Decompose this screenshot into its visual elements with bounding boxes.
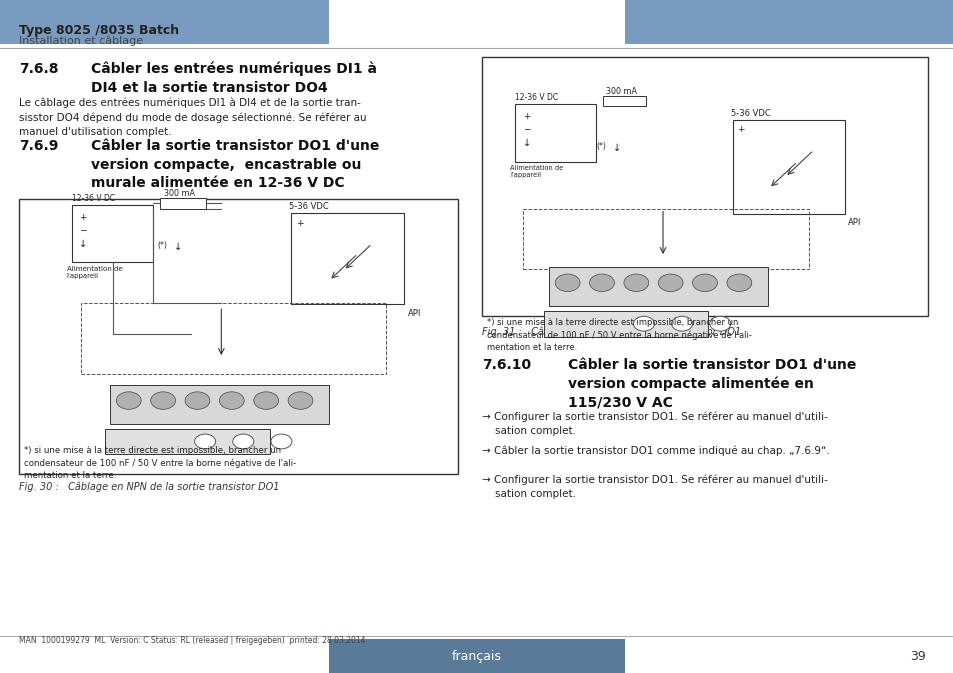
Text: Installation et câblage: Installation et câblage: [19, 35, 143, 46]
Bar: [543, 311, 707, 336]
Bar: [19, 199, 457, 474]
Text: +: +: [522, 112, 530, 121]
Circle shape: [116, 392, 141, 409]
Circle shape: [253, 392, 278, 409]
Circle shape: [692, 274, 717, 291]
Text: Alimentation de
l'appareil: Alimentation de l'appareil: [510, 165, 563, 178]
Text: 7.6.10: 7.6.10: [481, 358, 530, 372]
Text: 7.6.8: 7.6.8: [19, 62, 58, 76]
Text: 39: 39: [908, 650, 924, 664]
Text: 12-36 V DC: 12-36 V DC: [515, 94, 558, 102]
Text: −: −: [79, 225, 87, 234]
Text: Le câblage des entrées numériques DI1 à DI4 et de la sortie tran-
sisstor DO4 dé: Le câblage des entrées numériques DI1 à …: [19, 98, 366, 137]
Bar: [624, 0, 953, 44]
Text: +: +: [79, 213, 87, 222]
Bar: [105, 429, 270, 454]
Text: → Câbler la sortie transistor DO1 comme indiqué au chap. „7.6.9“.: → Câbler la sortie transistor DO1 comme …: [481, 446, 829, 456]
Circle shape: [726, 274, 751, 291]
Text: *) si une mise à la terre directe est impossible, brancher un
condensateur de 10: *) si une mise à la terre directe est im…: [24, 446, 295, 481]
Circle shape: [671, 316, 692, 331]
Bar: [548, 267, 767, 306]
Circle shape: [633, 316, 654, 331]
Text: 300 mA: 300 mA: [605, 87, 636, 96]
Circle shape: [658, 274, 682, 291]
Text: ↓: ↓: [613, 143, 621, 153]
Text: 5-36 VDC: 5-36 VDC: [730, 109, 770, 118]
Circle shape: [271, 434, 292, 449]
Circle shape: [194, 434, 215, 449]
Bar: [481, 57, 927, 316]
Bar: [71, 205, 152, 262]
Text: ↓: ↓: [173, 242, 182, 252]
Circle shape: [185, 392, 210, 409]
Text: 7.6.9: 7.6.9: [19, 139, 58, 153]
Text: +: +: [737, 125, 744, 134]
Bar: [515, 104, 596, 162]
Circle shape: [151, 392, 175, 409]
Circle shape: [709, 316, 730, 331]
Text: (*): (*): [596, 143, 605, 151]
Text: Câbler la sortie transistor DO1 d'une
version compacte,  encastrable ou
murale a: Câbler la sortie transistor DO1 d'une ve…: [91, 139, 378, 190]
Text: → Configurer la sortie transistor DO1. Se référer au manuel d'utili-
    sation : → Configurer la sortie transistor DO1. S…: [481, 412, 827, 436]
Text: ↓: ↓: [522, 138, 531, 148]
Text: API: API: [847, 219, 861, 227]
Text: Fig. 30 :   Câblage en NPN de la sortie transistor DO1: Fig. 30 : Câblage en NPN de la sortie tr…: [19, 481, 279, 492]
Text: MAN  1000199279  ML  Version: C Status: RL (released | freigegeben)  printed: 28: MAN 1000199279 ML Version: C Status: RL …: [19, 636, 365, 645]
Circle shape: [219, 392, 244, 409]
Text: Type 8025 /8035 Batch: Type 8025 /8035 Batch: [19, 24, 179, 37]
Bar: [602, 96, 645, 106]
Text: 300 mA: 300 mA: [164, 189, 194, 198]
Circle shape: [623, 274, 648, 291]
Bar: [329, 639, 624, 673]
Text: −: −: [522, 125, 530, 133]
Circle shape: [589, 274, 614, 291]
Text: Câbler les entrées numériques DI1 à
DI4 et la sortie transistor DO4: Câbler les entrées numériques DI1 à DI4 …: [91, 62, 376, 95]
Bar: [291, 213, 403, 304]
Text: bürkert: bürkert: [691, 16, 790, 40]
Text: Câbler la sortie transistor DO1 d'une
version compacte alimentée en
115/230 V AC: Câbler la sortie transistor DO1 d'une ve…: [567, 358, 855, 410]
Text: +: +: [295, 219, 303, 227]
Bar: [110, 385, 329, 424]
Text: français: français: [452, 650, 501, 664]
Text: Alimentation de
l'appareil: Alimentation de l'appareil: [67, 266, 122, 279]
Text: 12-36 V DC: 12-36 V DC: [71, 194, 114, 203]
Bar: [0, 0, 329, 44]
Circle shape: [288, 392, 313, 409]
Circle shape: [233, 434, 253, 449]
Bar: [160, 198, 206, 209]
Text: *) si une mise à la terre directe est impossible, brancher un
condensateur de 10: *) si une mise à la terre directe est im…: [486, 318, 751, 353]
Circle shape: [555, 274, 579, 291]
Text: (*): (*): [157, 242, 167, 250]
Bar: [81, 303, 386, 374]
Text: Fig. 31 :   Câblage en PNP de la sortie transistor DO1: Fig. 31 : Câblage en PNP de la sortie tr…: [481, 326, 740, 337]
Text: ↓: ↓: [79, 239, 88, 249]
Text: FLUID CONTROL SYSTEMS: FLUID CONTROL SYSTEMS: [691, 36, 789, 45]
Bar: [522, 209, 808, 269]
Text: 5-36 VDC: 5-36 VDC: [289, 203, 329, 211]
Text: → Configurer la sortie transistor DO1. Se référer au manuel d'utili-
    sation : → Configurer la sortie transistor DO1. S…: [481, 474, 827, 499]
Text: API: API: [408, 309, 421, 318]
Bar: [732, 120, 844, 214]
